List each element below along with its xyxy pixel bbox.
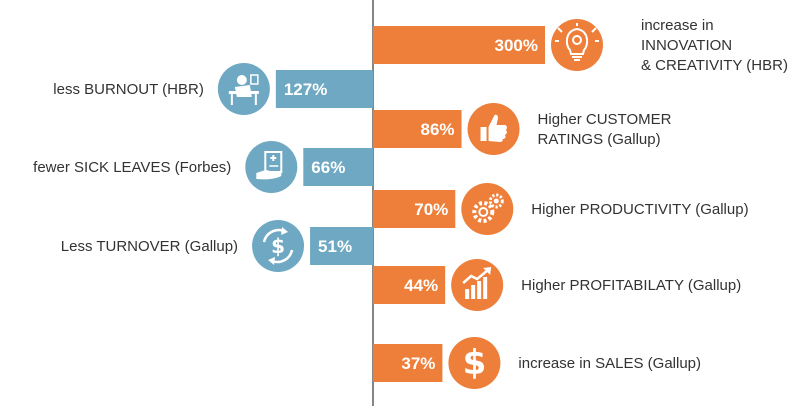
value-label: 70% (414, 200, 448, 219)
value-label: 86% (421, 120, 455, 139)
category-label-line: Higher CUSTOMER (538, 111, 672, 128)
turnover-money-icon: $ (252, 220, 305, 272)
bar-left (303, 148, 373, 186)
svg-text:$: $ (271, 234, 285, 258)
value-label: 44% (404, 276, 438, 295)
value-label: 51% (318, 237, 352, 256)
bar-right (373, 344, 443, 382)
dollar-icon: $ (448, 337, 501, 389)
category-label-line: less BURNOUT (HBR) (53, 81, 204, 98)
burnout-desk-icon (217, 63, 270, 115)
sick-leave-icon (245, 141, 298, 193)
value-label: 300% (495, 36, 538, 55)
bar-right (373, 110, 462, 148)
growth-chart-icon (451, 259, 504, 311)
category-label-line: RATINGS (Gallup) (538, 131, 661, 148)
left-bars-group: 127% less BURNOUT (HBR) 66% fewer SICK LEAV… (33, 63, 373, 272)
gears-icon (461, 183, 514, 235)
category-label-line: increase in SALES (Gallup) (518, 355, 701, 372)
category-label-line: Less TURNOVER (Gallup) (61, 238, 238, 255)
value-label: 66% (311, 158, 345, 177)
thumbs-up-icon (467, 103, 520, 155)
lightbulb-gear-icon (551, 19, 603, 71)
category-label-line: Higher PROFITABILATY (Gallup) (521, 277, 741, 294)
bar-right (373, 266, 446, 304)
category-label-line: increase in (641, 17, 714, 34)
svg-text:$: $ (463, 343, 487, 383)
value-label: 37% (401, 354, 435, 373)
bar-right (373, 190, 456, 228)
category-label-line: fewer SICK LEAVES (Forbes) (33, 159, 231, 176)
category-label-line: INNOVATION (641, 37, 732, 54)
bar-right (373, 26, 545, 64)
value-label: 127% (284, 80, 327, 99)
right-bars-group: 300% increase in INNOVATION & CREATIVITY (H… (373, 17, 788, 389)
category-label-line: & CREATIVITY (HBR) (641, 57, 788, 74)
bar-left (275, 70, 373, 108)
category-label-line: Higher PRODUCTIVITY (Gallup) (531, 201, 748, 218)
bar-left (310, 227, 373, 265)
